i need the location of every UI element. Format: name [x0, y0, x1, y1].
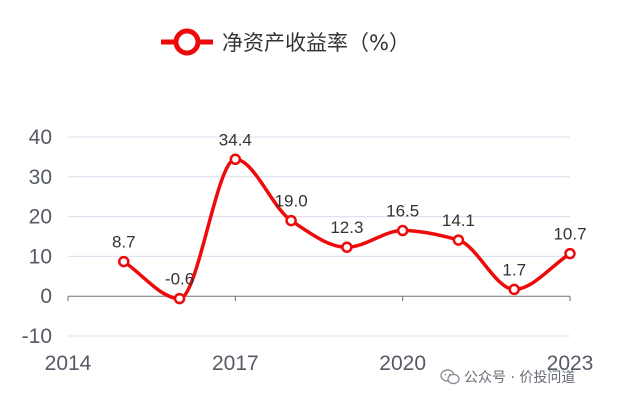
x-tick-label: 2020	[379, 352, 426, 375]
x-tick-label: 2017	[212, 352, 259, 375]
y-tick-label: 30	[29, 166, 52, 189]
data-point	[396, 224, 409, 237]
data-label: 8.7	[112, 233, 136, 252]
data-label: 12.3	[330, 218, 363, 237]
data-point	[173, 292, 186, 305]
y-tick-label: -10	[22, 325, 52, 348]
data-label: 16.5	[386, 202, 419, 221]
series-net-roe	[118, 153, 576, 305]
data-point	[285, 214, 297, 227]
data-point	[564, 247, 576, 260]
y-tick-label: 20	[29, 206, 52, 229]
data-point	[118, 255, 130, 268]
data-label: 1.7	[502, 260, 526, 279]
data-labels: 8.7 -0.6 34.4 19.0 12.3 16.5 14.1 1.7 10.7	[112, 130, 587, 288]
series-line	[122, 157, 571, 301]
watermark: 公众号 · 价投问道	[440, 367, 575, 387]
data-point	[229, 153, 242, 166]
data-point	[452, 234, 465, 246]
wechat-icon	[440, 369, 460, 385]
legend-label: 净资产收益率（%）	[222, 31, 410, 55]
data-point	[508, 283, 520, 296]
y-tick-label: 40	[29, 126, 52, 149]
y-tick-label: 0	[40, 285, 52, 308]
x-tick-label: 2014	[45, 352, 92, 375]
watermark-text: 公众号 · 价投问道	[464, 370, 576, 386]
legend: 净资产收益率（%）	[161, 28, 410, 56]
data-point	[341, 241, 353, 253]
axes: -10 0 10 20 30 40 2014 2017 2020 2023	[22, 126, 594, 375]
y-tick-label: 10	[29, 245, 52, 268]
data-label: -0.6	[165, 270, 194, 289]
data-label: 10.7	[553, 225, 586, 244]
legend-marker	[173, 28, 201, 56]
gridlines	[68, 136, 570, 337]
data-label: 14.1	[442, 211, 475, 230]
data-label: 19.0	[275, 192, 308, 211]
x-tick-label: 2023	[547, 352, 594, 375]
data-label: 34.4	[219, 130, 252, 149]
